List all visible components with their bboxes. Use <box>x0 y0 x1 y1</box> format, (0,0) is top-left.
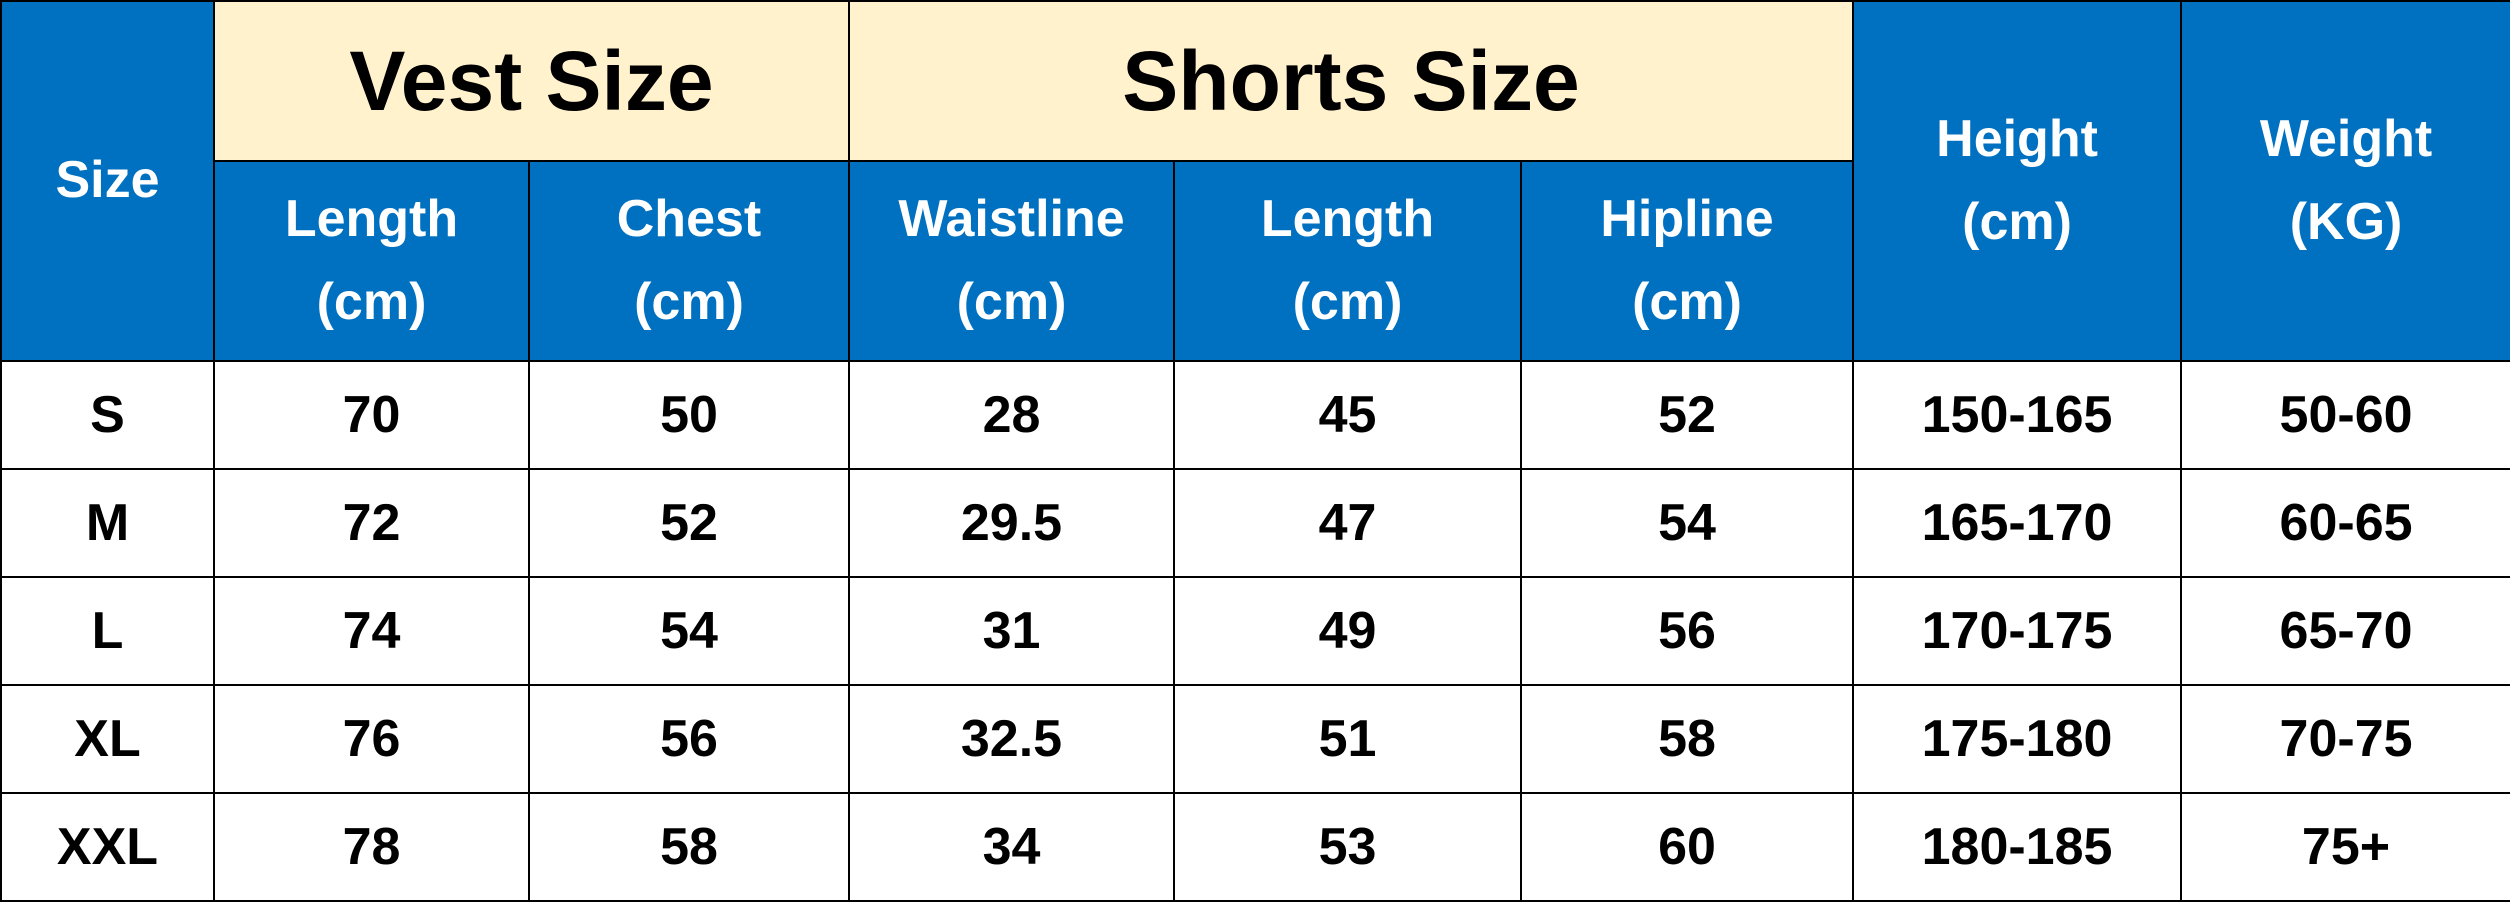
table-cell: L <box>0 576 215 686</box>
table-cell: 74 <box>213 576 530 686</box>
table-cell: 60-65 <box>2180 468 2510 578</box>
table-cell: 31 <box>848 576 1175 686</box>
table-cell: 32.5 <box>848 684 1175 794</box>
table-cell: XXL <box>0 792 215 902</box>
table-cell: 45 <box>1173 360 1522 470</box>
header-height: Height (cm) <box>1852 0 2183 362</box>
table-cell: 75+ <box>2180 792 2510 902</box>
table-cell: 29.5 <box>848 468 1175 578</box>
table-cell: 175-180 <box>1852 684 2183 794</box>
header-shorts-size: Shorts Size <box>847 0 1855 162</box>
table-cell: 50 <box>528 360 850 470</box>
table-cell: 52 <box>528 468 850 578</box>
table-cell: 54 <box>528 576 850 686</box>
subheader-length: Length (cm) <box>1173 160 1522 362</box>
table-cell: 52 <box>1519 360 1855 470</box>
header-size: Size <box>0 0 215 362</box>
table-cell: 58 <box>528 792 850 902</box>
table-cell: 180-185 <box>1852 792 2183 902</box>
table-cell: 53 <box>1173 792 1522 902</box>
subheader-hipline: Hipline (cm) <box>1519 160 1855 362</box>
table-cell: 76 <box>213 684 530 794</box>
table-cell: 56 <box>1519 576 1855 686</box>
header-vest-size: Vest Size <box>213 0 850 162</box>
header-weight: Weight (KG) <box>2180 0 2510 362</box>
subheader-length: Length (cm) <box>213 160 530 362</box>
table-cell: 51 <box>1173 684 1522 794</box>
table-cell: 56 <box>528 684 850 794</box>
table-cell: 65-70 <box>2180 576 2510 686</box>
table-cell: 58 <box>1519 684 1855 794</box>
table-cell: 54 <box>1519 468 1855 578</box>
table-row: S 70 50 28 45 52 150-165 50-60 <box>0 360 2510 470</box>
table-cell: 47 <box>1173 468 1522 578</box>
table-cell: 70-75 <box>2180 684 2510 794</box>
table-cell: 49 <box>1173 576 1522 686</box>
table-row: L 74 54 31 49 56 170-175 65-70 <box>0 576 2510 686</box>
table-cell: 170-175 <box>1852 576 2183 686</box>
subheader-chest: Chest (cm) <box>528 160 850 362</box>
table-cell: M <box>0 468 215 578</box>
table-cell: XL <box>0 684 215 794</box>
table-cell: 70 <box>213 360 530 470</box>
table-cell: 28 <box>848 360 1175 470</box>
table-cell: 78 <box>213 792 530 902</box>
table-row: XL 76 56 32.5 51 58 175-180 70-75 <box>0 684 2510 794</box>
subheader-waistline: Waistline (cm) <box>848 160 1175 362</box>
table-row: XXL 78 58 34 53 60 180-185 75+ <box>0 792 2510 902</box>
table-cell: S <box>0 360 215 470</box>
table-cell: 34 <box>848 792 1175 902</box>
table-cell: 165-170 <box>1852 468 2183 578</box>
table-cell: 150-165 <box>1852 360 2183 470</box>
table-row: M 72 52 29.5 47 54 165-170 60-65 <box>0 468 2510 578</box>
table-cell: 72 <box>213 468 530 578</box>
table-cell: 60 <box>1519 792 1855 902</box>
table-cell: 50-60 <box>2180 360 2510 470</box>
